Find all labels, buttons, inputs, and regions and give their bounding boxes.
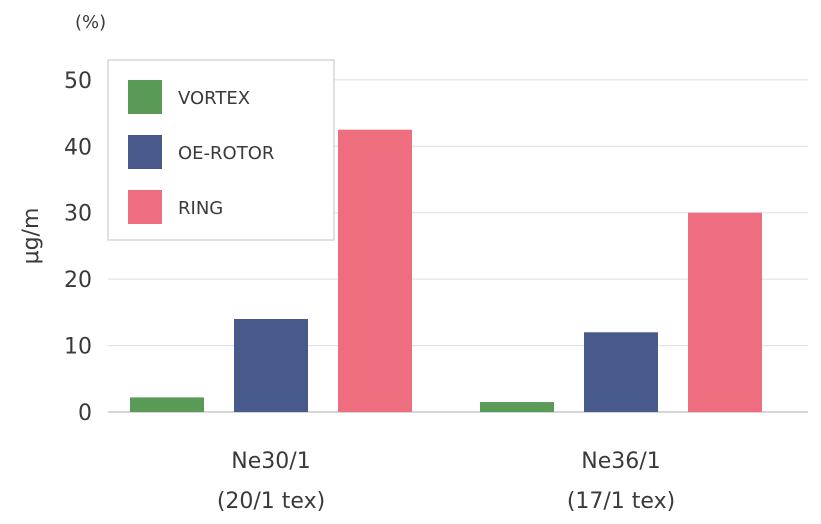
bar-ring-1 xyxy=(338,129,412,412)
x-category-sublabel: (17/1 tex) xyxy=(567,489,675,514)
legend-label: RING xyxy=(178,198,223,219)
bar-oe-rotor-1 xyxy=(234,319,308,412)
legend-swatch-oe-rotor xyxy=(128,135,162,169)
y-tick-label: 0 xyxy=(78,401,92,426)
bars xyxy=(130,129,762,412)
y-tick-label: 50 xyxy=(64,69,92,94)
y-axis-label: μg/m xyxy=(19,208,44,265)
y-tick-labels: 0 10 20 30 40 50 xyxy=(64,69,92,426)
x-category-labels: Ne30/1 (20/1 tex) Ne36/1 (17/1 tex) xyxy=(217,449,675,514)
legend-swatch-ring xyxy=(128,190,162,224)
legend: VORTEX OE-ROTOR RING xyxy=(107,59,335,241)
y-tick-label: 30 xyxy=(64,202,92,227)
bar-vortex-2 xyxy=(480,402,554,412)
x-category-sublabel: (20/1 tex) xyxy=(217,489,325,514)
y-tick-label: 20 xyxy=(64,268,92,293)
x-category-label: Ne30/1 xyxy=(231,449,310,474)
y-tick-label: 10 xyxy=(64,335,92,360)
bar-vortex-1 xyxy=(130,397,204,412)
legend-label: OE-ROTOR xyxy=(178,143,274,164)
unit-label: (%) xyxy=(75,12,106,33)
legend-label: VORTEX xyxy=(178,88,250,109)
bar-ring-2 xyxy=(688,212,762,412)
x-category-label: Ne36/1 xyxy=(581,449,660,474)
y-tick-label: 40 xyxy=(64,135,92,160)
bar-oe-rotor-2 xyxy=(584,332,658,412)
legend-swatch-vortex xyxy=(128,80,162,114)
